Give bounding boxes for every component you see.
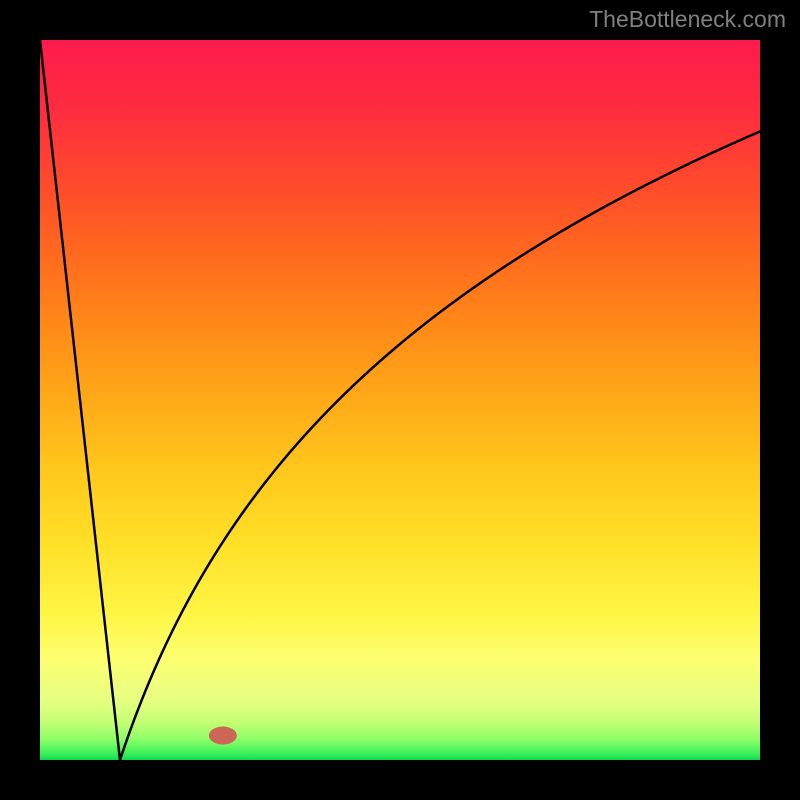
plot-area xyxy=(40,40,760,760)
optimum-marker xyxy=(209,727,237,745)
plot-svg xyxy=(40,40,760,760)
watermark-text: TheBottleneck.com xyxy=(589,6,786,33)
chart-container: TheBottleneck.com xyxy=(0,0,800,800)
gradient-background xyxy=(40,40,760,760)
